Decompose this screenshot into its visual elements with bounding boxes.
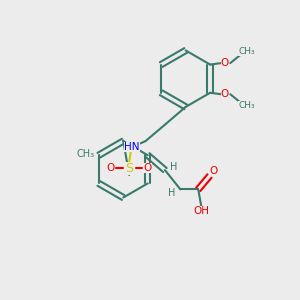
Text: CH₃: CH₃ (76, 149, 94, 159)
Text: O: O (106, 164, 115, 173)
Text: HN: HN (124, 142, 140, 152)
Text: H: H (169, 162, 177, 172)
Text: OH: OH (193, 206, 209, 216)
Text: O: O (143, 164, 152, 173)
Text: CH₃: CH₃ (238, 101, 255, 110)
Text: O: O (221, 58, 229, 68)
Text: O: O (221, 89, 229, 99)
Text: S: S (125, 162, 133, 175)
Text: H: H (168, 188, 176, 198)
Text: CH₃: CH₃ (238, 47, 255, 56)
Text: O: O (210, 166, 218, 176)
